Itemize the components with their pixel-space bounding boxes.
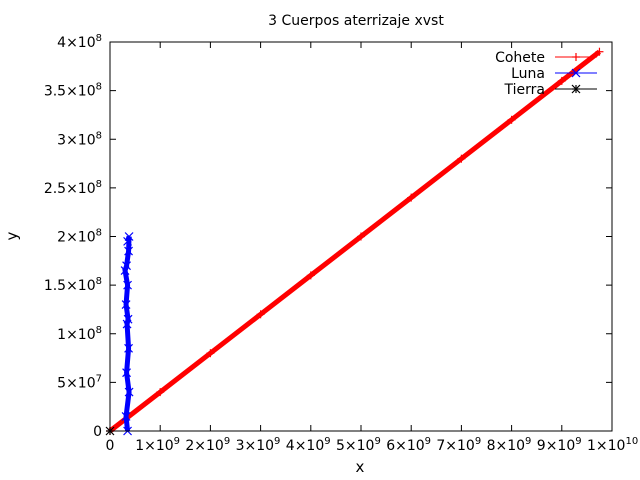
data-point-cohete [507, 115, 516, 124]
data-point-cohete [256, 310, 265, 319]
x-tick-label-base: 4×10 [286, 438, 324, 454]
y-tick-label-base: 2×10 [57, 230, 95, 246]
data-point-luna [122, 261, 131, 271]
x-tick-label: 5×109 [336, 436, 381, 454]
y-tick-label: 3.5×108 [44, 82, 102, 100]
x-tick-label-exponent: 9 [224, 436, 230, 447]
y-tick-label-base: 2.5×10 [44, 181, 96, 197]
data-point-luna [124, 343, 133, 353]
data-point-luna [123, 280, 132, 290]
y-tick-label-base: 1.5×10 [44, 278, 96, 294]
data-point-cohete [595, 47, 604, 56]
y-tick-label-base: 5×10 [57, 375, 95, 391]
chart-title: 3 Cuerpos aterrizaje xvst [268, 13, 444, 29]
data-point-cohete [206, 349, 215, 358]
x-tick-label: 1×1010 [587, 436, 638, 454]
x-axis-title: x [356, 458, 365, 476]
legend-label-luna: Luna [511, 66, 545, 82]
y-tick-label-base: 0 [93, 424, 102, 440]
y-tick-label-exponent: 8 [96, 228, 102, 239]
y-axis: 05×1071×1081.5×1082×1082.5×1083×1083.5×1… [44, 33, 612, 440]
x-tick-label-exponent: 9 [575, 436, 581, 447]
x-tick-label-base: 6×10 [386, 438, 424, 454]
x-tick-label-base: 9×10 [537, 438, 575, 454]
y-tick-label-exponent: 8 [96, 82, 102, 93]
x-tick-label-exponent: 9 [324, 436, 330, 447]
legend-label-tierra: Tierra [504, 82, 545, 98]
x-tick-label-exponent: 9 [425, 436, 431, 447]
y-tick-label-exponent: 8 [96, 130, 102, 141]
y-tick-label-exponent: 8 [96, 325, 102, 336]
y-tick-label: 0 [93, 424, 102, 440]
legend-marker-tierra [571, 84, 581, 94]
data-point-luna [124, 246, 133, 256]
x-tick-label-base: 7×10 [436, 438, 474, 454]
y-tick-label: 1×108 [57, 325, 102, 343]
x-tick-label-exponent: 9 [475, 436, 481, 447]
y-tick-label: 5×107 [57, 373, 102, 391]
x-tick-label-exponent: 9 [174, 436, 180, 447]
y-tick-label-exponent: 7 [96, 373, 102, 384]
y-tick-label-base: 1×10 [57, 327, 95, 343]
x-tick-label-base: 3×10 [236, 438, 274, 454]
y-tick-label: 4×108 [57, 33, 102, 51]
y-tick-label-base: 4×10 [57, 35, 95, 51]
data-point-cohete [557, 76, 566, 85]
y-tick-label-base: 3.5×10 [44, 84, 96, 100]
data-point-luna [123, 314, 133, 324]
y-tick-label-exponent: 8 [96, 276, 102, 287]
series-line-luna [122, 235, 132, 432]
y-tick-label: 3×108 [57, 130, 102, 148]
x-tick-label: 4×109 [286, 436, 331, 454]
x-tick-label-base: 1×10 [135, 438, 173, 454]
x-tick-label: 1×109 [135, 436, 180, 454]
data-point-luna [121, 411, 131, 421]
data-point-cohete [306, 271, 315, 280]
y-tick-label: 2.5×108 [44, 179, 102, 197]
x-tick-label-exponent: 10 [625, 436, 638, 447]
x-tick-label: 9×109 [537, 436, 582, 454]
x-tick-label-base: 2×10 [185, 438, 223, 454]
x-tick-label: 7×109 [436, 436, 481, 454]
data-point-luna [120, 266, 130, 275]
x-tick-label: 8×109 [487, 436, 532, 454]
x-tick-label: 6×109 [386, 436, 431, 454]
x-tick-label-base: 8×10 [487, 438, 525, 454]
y-axis-title: y [3, 231, 21, 240]
y-tick-label-exponent: 8 [96, 33, 102, 44]
y-tick-label-base: 3×10 [57, 132, 95, 148]
data-point-cohete [457, 154, 466, 163]
y-tick-label: 1.5×108 [44, 276, 102, 294]
x-tick-label-base: 0 [106, 438, 115, 454]
x-tick-label: 3×109 [236, 436, 281, 454]
plot-marks [105, 47, 604, 436]
x-axis: 0 1×109 2×109 3×109 4×109 5×109 6×109 7×109 8×10… [106, 42, 638, 454]
data-point-luna [121, 300, 131, 309]
y-tick-label-exponent: 8 [96, 179, 102, 190]
data-point-luna [123, 236, 132, 246]
x-tick-label-exponent: 9 [374, 436, 380, 447]
data-point-cohete [407, 193, 416, 202]
x-tick-label-exponent: 9 [274, 436, 280, 447]
y-tick-label: 2×108 [57, 228, 102, 246]
legend-marker-luna [571, 68, 581, 78]
data-point-luna [124, 232, 134, 241]
data-point-luna [124, 387, 134, 397]
data-point-luna [122, 368, 131, 378]
x-tick-label-exponent: 9 [525, 436, 531, 447]
x-tick-label-base: 1×10 [587, 438, 625, 454]
legend-marker-cohete [572, 53, 580, 61]
x-tick-label: 2×109 [185, 436, 230, 454]
x-tick-label: 0 [106, 438, 115, 454]
x-tick-label-base: 5×10 [336, 438, 374, 454]
legend-label-cohete: Cohete [495, 50, 545, 66]
data-point-cohete [156, 388, 165, 397]
data-point-cohete [357, 232, 365, 241]
